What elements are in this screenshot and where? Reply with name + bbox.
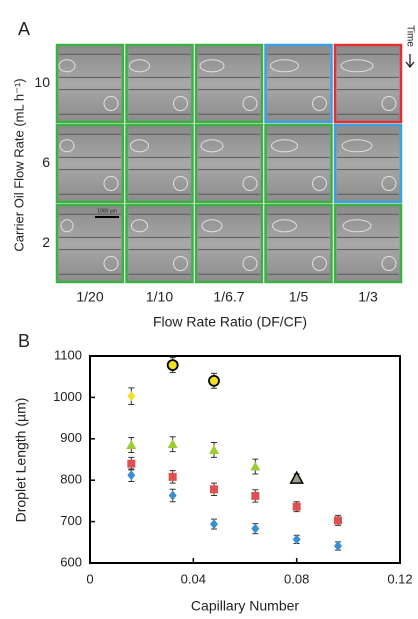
x-title: Flow Rate Ratio (DF/CF)	[153, 314, 307, 330]
x-tick-label: 0.12	[387, 571, 412, 586]
point	[334, 516, 342, 524]
point	[209, 445, 219, 454]
x-title: Capillary Number	[191, 598, 299, 614]
time-label: Time	[404, 25, 415, 47]
row-label: 10	[34, 74, 50, 90]
panel-label: B	[18, 331, 30, 351]
panel-label: A	[18, 19, 30, 39]
point	[250, 462, 260, 471]
y-title: Droplet Length (µm)	[13, 398, 29, 523]
point	[126, 440, 136, 449]
point	[169, 473, 177, 481]
column-label: 1/3	[358, 289, 378, 305]
point	[334, 541, 342, 551]
y-tick-label: 900	[60, 430, 82, 445]
y-tick-label: 800	[60, 472, 82, 487]
point	[127, 460, 135, 468]
row-label: 6	[42, 154, 50, 170]
y-tick-label: 1100	[54, 347, 82, 362]
plot-frame	[90, 356, 400, 563]
y-tick-label: 1000	[53, 389, 82, 404]
x-tick-label: 0	[86, 571, 93, 586]
point	[293, 534, 301, 544]
point	[127, 470, 135, 480]
y-tick-label: 700	[60, 513, 82, 528]
point	[291, 472, 303, 483]
point	[168, 439, 178, 448]
point	[210, 485, 218, 493]
time-arrow	[406, 54, 414, 67]
row-label: 2	[42, 234, 50, 250]
point	[251, 524, 259, 534]
point	[209, 376, 219, 386]
column-label: 1/5	[289, 289, 309, 305]
point	[210, 519, 218, 529]
point	[251, 492, 259, 500]
column-label: 1/20	[76, 289, 103, 305]
column-label: 1/10	[146, 289, 173, 305]
point	[293, 503, 301, 511]
point	[168, 360, 178, 370]
column-label: 1/6.7	[213, 289, 244, 305]
x-tick-label: 0.04	[181, 571, 206, 586]
point	[127, 391, 135, 401]
y-title: Carrier Oil Flow Rate (mL h⁻¹)	[11, 78, 26, 251]
y-tick-label: 600	[60, 554, 82, 569]
scale-bar-label: 1000 µm	[97, 208, 117, 214]
x-tick-label: 0.08	[284, 571, 309, 586]
point	[169, 491, 177, 501]
